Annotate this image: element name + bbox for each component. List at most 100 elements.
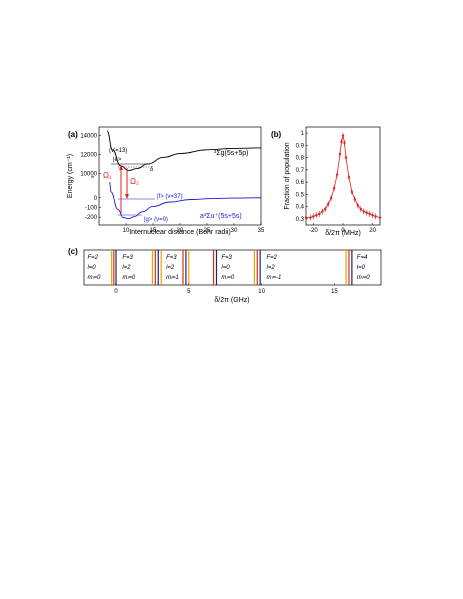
panel-c-state-l: l=2 — [267, 265, 276, 271]
panel-b-point — [343, 141, 346, 145]
panel-b-point — [321, 210, 324, 213]
panel-a-ytick-label: 14000 — [80, 134, 97, 140]
panel-b-point — [332, 187, 336, 190]
panel-b-point — [365, 211, 368, 214]
panel-b-point — [359, 207, 362, 211]
panel-b-point — [371, 214, 374, 217]
panel-c-state-l: l=2 — [166, 265, 175, 271]
panel-b-point — [338, 152, 342, 156]
panel-b-point — [327, 202, 330, 206]
panel-a-xtick-label: 30 — [231, 228, 238, 234]
panel-label-a: (a) — [68, 130, 78, 139]
omega2-arrowhead — [125, 194, 129, 199]
panel-c-state-m: mₗ=0 — [221, 275, 234, 281]
panel-b-ytick-label: 0.4 — [296, 205, 305, 211]
panel-a-energy-diagram: 10 15 20 25 30 35 14000 12000 10000 0 -100 -200 Int… — [67, 126, 265, 236]
ground-repulsive-wall — [109, 181, 112, 192]
ground-potential-curve — [110, 191, 262, 220]
panel-b-point — [356, 204, 359, 207]
panel-b-xlabel: δ/2π (MHz) — [325, 230, 361, 237]
panel-c-xtick-label: 15 — [331, 289, 338, 295]
panel-b-ytick-label: 0.8 — [296, 156, 305, 162]
panel-c-state-l: l=0 — [357, 265, 366, 271]
panel-b-ytick-label: 0.7 — [296, 168, 305, 174]
panel-b-ytick-label: 0.5 — [296, 192, 305, 198]
omega1-label: Ω₁ — [103, 171, 112, 180]
panel-a-xtick-label: 20 — [177, 228, 184, 234]
panel-b-point — [304, 216, 308, 219]
panel-b-point — [378, 216, 382, 219]
panel-c-state-F: F=3 — [122, 255, 133, 261]
panel-b-point — [341, 134, 345, 137]
panel-a-xtick-label: 25 — [204, 228, 211, 234]
panel-c-state-m: mₗ=0 — [357, 275, 370, 281]
panel-a-ytick-label: -200 — [85, 215, 98, 221]
e-vib-label: (v′=13) — [109, 148, 127, 154]
e-state-label: |e> — [113, 157, 122, 163]
panel-c-state-F: F=3 — [166, 255, 177, 261]
panel-b-point — [350, 190, 354, 194]
panel-b-ytick-label: 0.3 — [296, 217, 305, 223]
panel-a-xtick-label: 35 — [258, 228, 265, 234]
panel-a-xtick-label: 10 — [123, 228, 130, 234]
panel-c-spectrum: F=2 l=0 mₗ=0 F=3 l=2 mₗ=0 F=3 l=2 mₗ=1 F=3 l=0 mₗ=0… — [83, 249, 382, 304]
panel-a-ytick-label: 12000 — [80, 153, 97, 159]
panel-c-state-F: F=2 — [267, 255, 278, 261]
ground-state-label: a³Σu⁺(5s+5s) — [200, 213, 242, 220]
excited-state-label: ³Σg(5s+5p) — [214, 150, 248, 157]
panel-b-point — [340, 140, 343, 143]
panel-c-xtick-label: 10 — [258, 289, 265, 295]
f-state-label: |f> (v=37) — [157, 194, 183, 200]
panel-c-state-F: F=4 — [357, 255, 368, 261]
panel-b-point — [318, 212, 321, 216]
panel-c-state-l: l=0 — [221, 265, 230, 271]
omega1-arrowhead — [119, 165, 123, 170]
panel-b-xtick-label: 0 — [341, 228, 345, 234]
panel-c-state-m: mₗ=0 — [122, 275, 135, 281]
panel-a-curves — [106, 130, 262, 220]
panel-a-xlabel: Internuclear distance (Bohr radii) — [129, 229, 231, 236]
panel-label-b: (b) — [271, 130, 282, 139]
panel-b-point — [368, 212, 371, 216]
panel-b-point — [329, 196, 333, 200]
panel-c-state-m: mₗ=0 — [87, 275, 100, 281]
panel-b-point — [344, 156, 348, 159]
panel-c-state-labels: F=2 l=0 mₗ=0 F=3 l=2 mₗ=0 F=3 l=2 mₗ=1 F=3 l=0 mₗ=0… — [87, 255, 370, 281]
panel-c-xtick-label: 5 — [187, 289, 191, 295]
panel-b-point — [324, 207, 327, 211]
panel-a-xtick-label: 15 — [150, 228, 157, 234]
panel-a-ytick-label: 0 — [94, 196, 98, 202]
panel-a-ytick-label: 10000 — [80, 171, 97, 177]
panel-b-point — [335, 173, 339, 176]
panel-b-point — [309, 216, 312, 219]
panel-b-data — [304, 132, 382, 221]
panel-a-frame — [98, 126, 262, 226]
panel-b-ytick-label: 0.6 — [296, 180, 305, 186]
panel-a-ylabel: Energy (cm⁻¹) — [67, 154, 74, 198]
panel-b-axes: -20 0 20 0.3 0.4 0.5 0.6 0.7 0.8 0.9 1 — [296, 131, 377, 234]
panel-c-state-l: l=2 — [122, 265, 131, 271]
panel-b-ytick-label: 0.9 — [296, 143, 305, 149]
panel-c-xlabel: δ/2π (GHz) — [214, 297, 249, 304]
panel-c-state-l: l=0 — [87, 265, 96, 271]
omega2-label: Ω₂ — [130, 177, 139, 186]
panel-b-point — [353, 198, 357, 201]
panel-c-state-F: F=2 — [87, 255, 98, 261]
panel-a-axes: 10 15 20 25 30 35 14000 12000 10000 0 -100 -200 — [80, 134, 265, 234]
delta-label: δ — [150, 167, 154, 173]
panel-c-state-m: mₗ=-1 — [267, 275, 282, 281]
panel-b-point — [315, 214, 318, 217]
panel-c-state-F: F=3 — [221, 255, 232, 261]
panel-b-resonance-plot: -20 0 200.30.40.50.60.70.80.91 δ/2π (MHz) … — [284, 126, 382, 237]
panel-c-state-m: mₗ=1 — [166, 275, 179, 281]
panel-c-frame — [83, 249, 382, 286]
panel-b-point — [312, 215, 315, 218]
panel-b-ytick-label: 1 — [301, 131, 305, 137]
panel-b-fit-line — [306, 135, 381, 219]
panel-c-xtick-label: 0 — [114, 289, 118, 295]
axis-break-mark: ≈ — [91, 175, 95, 181]
g-state-label: |g> (v=0) — [144, 217, 168, 223]
panel-b-xtick-label: 20 — [369, 228, 376, 234]
panel-b-point — [362, 210, 365, 213]
